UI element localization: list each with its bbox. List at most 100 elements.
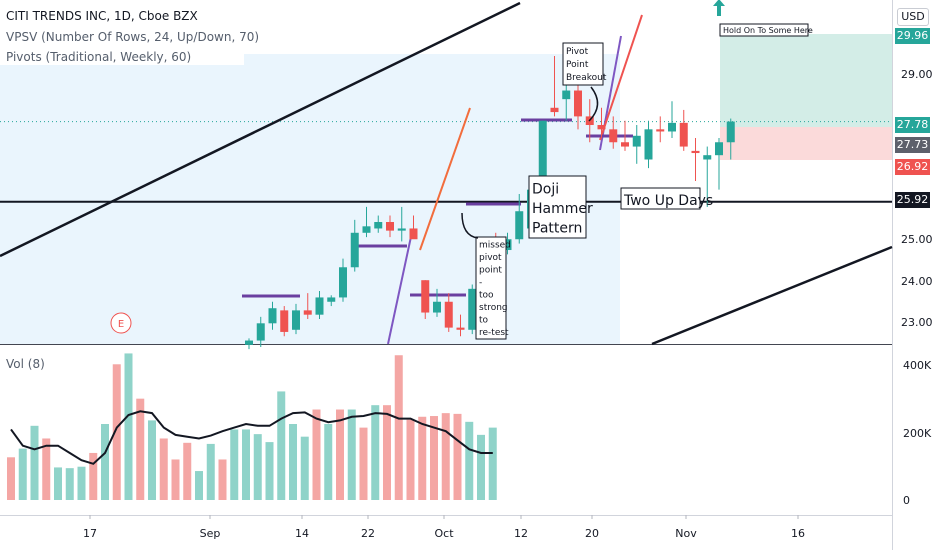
candle-body [597, 125, 606, 130]
volume-bar [371, 405, 380, 500]
stop-zone [720, 127, 892, 160]
candle [444, 293, 453, 332]
candle [597, 107, 606, 138]
candle [245, 338, 253, 350]
hold-on-note-box [719, 23, 809, 37]
candle-body [515, 211, 524, 240]
volume-bar [488, 427, 497, 500]
candle [621, 120, 629, 151]
vpsv-legend[interactable]: VPSV (Number Of Rows, 24, Up/Down, 70) [6, 30, 260, 44]
volume-bar [300, 436, 309, 500]
time-tick-label: 22 [361, 527, 375, 540]
doji-hammer-note-text: Pattern [532, 221, 582, 237]
candle [409, 215, 418, 240]
volume-tick-label: 200K [903, 427, 932, 440]
pivot-breakout-note-text: Pivot [566, 47, 589, 57]
two-up-days-note-box [620, 187, 701, 210]
candle [726, 118, 735, 160]
candle-body [315, 297, 324, 315]
price-tag: 27.73 [895, 137, 930, 153]
volume-bar [159, 438, 168, 500]
missed-pivot-note-text: to [479, 316, 489, 326]
price-tag: 29.96 [895, 28, 930, 44]
candle-body [632, 135, 641, 147]
volume-tick-label: 0 [903, 494, 910, 507]
candle-body [562, 90, 571, 100]
candle [515, 193, 524, 244]
price-tick-label: 24.00 [901, 275, 932, 288]
purple-ray-1 [387, 231, 413, 345]
pivot-breakout-note-text: Point [566, 60, 589, 70]
volume-tick-label: 400K [903, 359, 932, 372]
volume-bar [195, 471, 203, 500]
price-tag: 26.92 [895, 159, 930, 175]
candle-body [574, 90, 582, 117]
candle-body [421, 280, 430, 313]
missed-pivot-note-text: re-test [479, 328, 509, 338]
candle [303, 293, 312, 319]
candle [433, 288, 441, 317]
time-tick-label: 20 [585, 527, 599, 540]
candle [421, 280, 430, 319]
volume-bar [406, 419, 415, 500]
candle-body [503, 239, 512, 251]
vpsv-zone-left [0, 65, 244, 344]
volume-bar [312, 409, 321, 500]
volume-bar [230, 429, 239, 500]
missed-pivot-note-text: missed [479, 241, 511, 251]
candle [386, 215, 394, 238]
price-tick-label: 23.00 [901, 316, 932, 329]
volume-bar [136, 398, 145, 500]
price-tick-label: 29.00 [901, 68, 932, 81]
pivot-breakout-note-box [562, 42, 604, 86]
doji-hammer-note-box [528, 175, 587, 239]
hold-on-note: Hold On To Some Here [719, 23, 813, 37]
candle [397, 206, 406, 242]
candle-body [362, 226, 371, 233]
candle [656, 116, 665, 143]
time-tick-label: Oct [434, 527, 454, 540]
time-tick-label: 14 [295, 527, 309, 540]
volume-legend[interactable]: Vol (8) [6, 357, 45, 371]
missed-pivot-note: missed pivot point - too strong to re-test [475, 236, 511, 340]
volume-bar [7, 457, 15, 500]
candle-body [621, 142, 629, 147]
time-tick-label: 16 [791, 527, 805, 540]
candle-body [280, 310, 289, 332]
volume-bar [89, 452, 98, 500]
price-tick-label: 25.00 [901, 233, 932, 246]
doji-hammer-note-text: Hammer [532, 201, 593, 217]
volume-bar [430, 416, 438, 500]
missed-pivot-note-box [475, 236, 507, 340]
time-tick-label: 12 [514, 527, 528, 540]
candle-body [339, 267, 347, 298]
volume-bar [465, 421, 474, 500]
candle [374, 215, 383, 233]
candle-body [456, 327, 465, 330]
candle-body [726, 121, 735, 143]
up-arrow-head-icon [713, 0, 725, 6]
earnings-marker-text: E [118, 319, 124, 330]
missed-pivot-note-text: - [479, 278, 482, 288]
candle [715, 137, 723, 190]
orange-ray-1 [419, 107, 471, 251]
lower-trend-line [651, 245, 893, 346]
candle-body [397, 228, 406, 231]
volume-bar [441, 413, 450, 500]
candle-body [609, 129, 618, 143]
symbol-legend[interactable]: CITI TRENDS INC, 1D, Cboe BZX [6, 9, 198, 23]
candle [644, 120, 653, 169]
candle-body [656, 129, 665, 132]
currency-button[interactable]: USD [897, 8, 929, 26]
candle-body [256, 323, 265, 341]
volume-bar [183, 442, 192, 500]
volume-bar [124, 353, 133, 500]
volume-bar [359, 427, 368, 500]
candle-body [374, 222, 383, 229]
candle [339, 258, 347, 302]
missed-pivot-callout [461, 212, 479, 239]
two-up-days-note: Two Up Days [620, 187, 713, 210]
pivots-legend[interactable]: Pivots (Traditional, Weekly, 60) [6, 50, 192, 64]
